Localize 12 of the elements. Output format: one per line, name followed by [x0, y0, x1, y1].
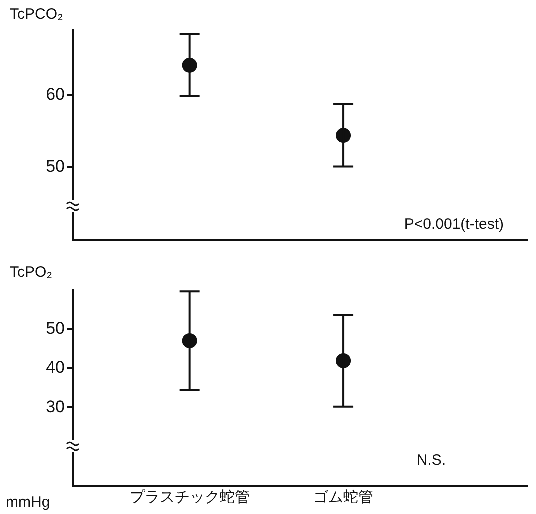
- y-tick-label: 30: [46, 397, 65, 416]
- y-axis-title: TcPO₂: [10, 264, 52, 281]
- y-axis-title: TcPCO₂: [10, 6, 64, 23]
- y-tick-label: 60: [46, 84, 65, 104]
- x-tick-label: プラスチック蛇管: [130, 489, 250, 506]
- y-tick-label: 40: [46, 358, 65, 378]
- y-tick-label: 50: [46, 318, 65, 338]
- y-tick-label: 50: [46, 157, 65, 176]
- x-tick-label: ゴム蛇管: [314, 489, 374, 506]
- text: mmHg: [6, 494, 50, 511]
- annotation: P<0.001(t-test): [404, 216, 504, 233]
- annotation: N.S.: [416, 452, 446, 469]
